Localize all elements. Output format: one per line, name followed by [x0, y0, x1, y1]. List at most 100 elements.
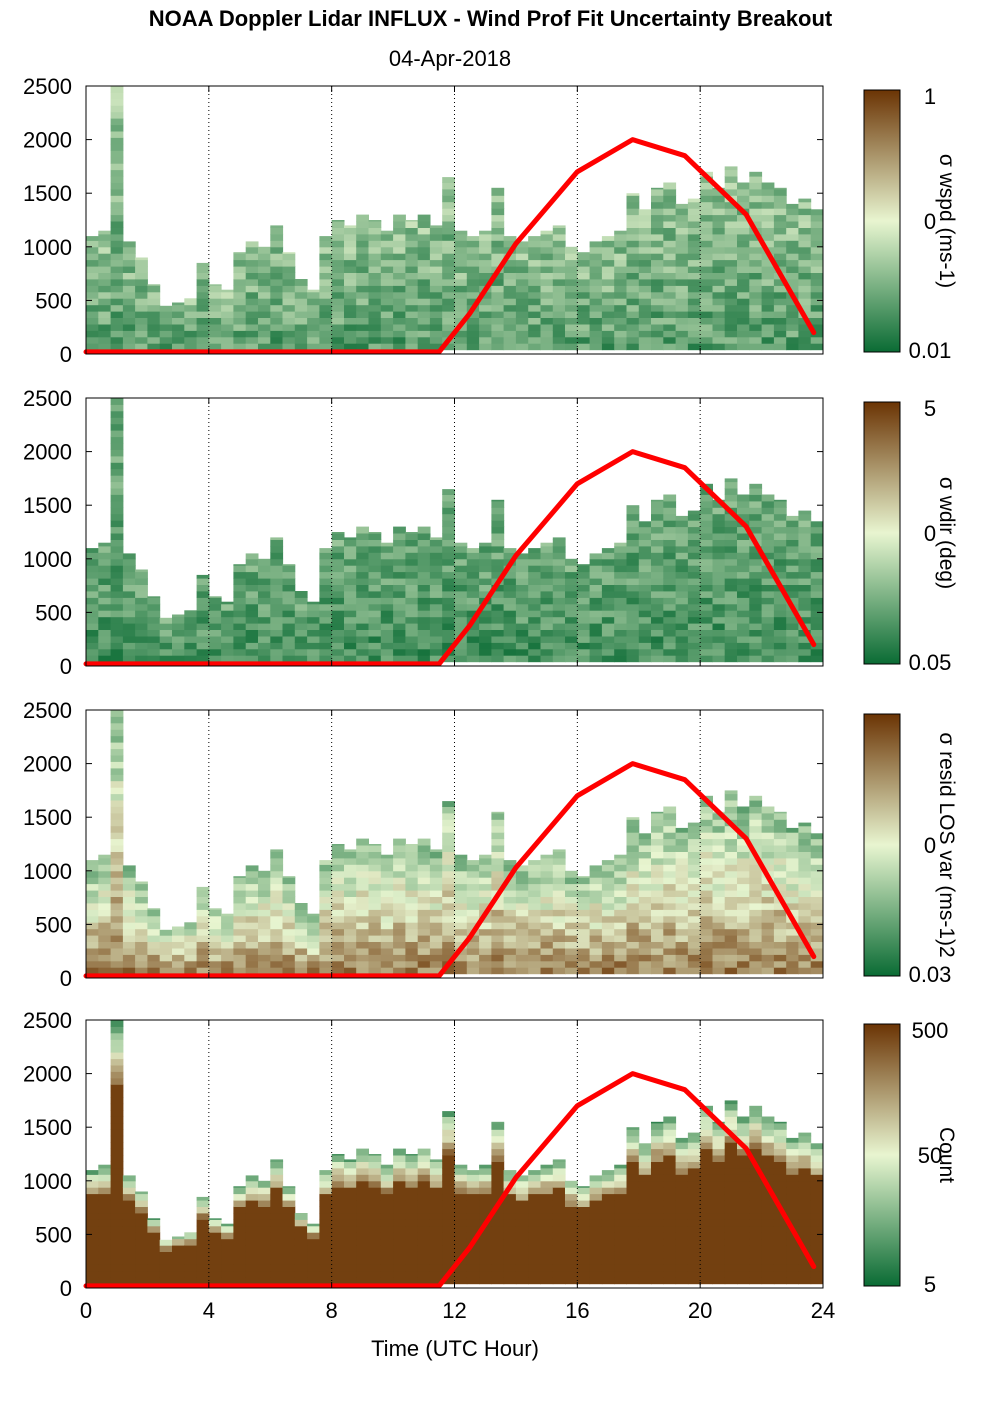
y-tick-label: 0: [60, 654, 72, 679]
heatmap-cell: [135, 257, 148, 261]
heatmap-cell: [442, 896, 455, 904]
heatmap-cell: [110, 1219, 124, 1227]
heatmap-cell: [749, 896, 763, 904]
heatmap-cell: [429, 1232, 443, 1240]
heatmap-cell: [565, 915, 578, 923]
heatmap-cell: [675, 253, 689, 261]
heatmap-cell: [552, 636, 566, 643]
heatmap-cell: [380, 1213, 394, 1220]
heatmap-cell: [712, 343, 726, 351]
heatmap-cell: [786, 636, 799, 643]
heatmap-cell: [233, 1200, 247, 1207]
heatmap-cell: [687, 890, 701, 897]
heatmap-cell: [687, 285, 701, 293]
heatmap-cell: [503, 948, 517, 955]
heatmap-cell: [626, 935, 640, 942]
heatmap-cell: [638, 864, 652, 872]
heatmap-cell: [528, 903, 541, 910]
heatmap-cell: [540, 903, 554, 910]
heatmap-cell: [86, 642, 99, 650]
heatmap-cell: [429, 311, 443, 318]
heatmap-cell: [282, 623, 296, 630]
heatmap-cell: [786, 648, 799, 656]
heatmap-cell: [233, 636, 247, 643]
heatmap-cell: [429, 558, 443, 566]
heatmap-cell: [356, 655, 369, 663]
heatmap-cell: [786, 558, 799, 566]
heatmap-cell: [380, 890, 394, 897]
heatmap-cell: [454, 246, 468, 254]
heatmap-cell: [540, 1251, 554, 1259]
heatmap-cell: [577, 1213, 591, 1220]
heatmap-cell: [270, 648, 284, 656]
heatmap-cell: [577, 1270, 591, 1278]
heatmap-cell: [454, 928, 468, 936]
heatmap-cell: [86, 629, 99, 637]
heatmap-cell: [479, 629, 492, 637]
heatmap-cell: [184, 629, 198, 637]
heatmap-cell: [319, 603, 333, 611]
heatmap-cell: [282, 564, 296, 566]
heatmap-cell: [773, 571, 787, 579]
heatmap-cell: [429, 883, 443, 891]
heatmap-cell: [368, 610, 382, 618]
heatmap-cell: [515, 578, 529, 585]
heatmap-cell: [429, 1277, 443, 1285]
heatmap-cell: [270, 304, 284, 312]
heatmap-cell: [442, 1213, 455, 1220]
heatmap-cell: [577, 336, 591, 344]
heatmap-cell: [208, 941, 222, 949]
heatmap-cell: [417, 1174, 431, 1182]
heatmap-cell: [380, 928, 394, 936]
heatmap-cell: [147, 284, 161, 286]
heatmap-cell: [356, 304, 369, 312]
heatmap-cell: [798, 272, 812, 280]
heatmap-cell: [577, 876, 591, 878]
heatmap-cell: [294, 967, 308, 975]
heatmap-cell: [749, 610, 763, 618]
heatmap-cell: [442, 883, 455, 891]
heatmap-cell: [442, 845, 455, 852]
heatmap-cell: [491, 928, 505, 936]
heatmap-cell: [700, 1187, 713, 1195]
heatmap-cell: [675, 1232, 689, 1240]
heatmap-cell: [528, 909, 541, 917]
y-tick-label: 2500: [23, 386, 72, 411]
heatmap-cell: [86, 903, 99, 910]
heatmap-cell: [565, 1277, 578, 1285]
heatmap-cell: [331, 857, 345, 865]
heatmap-cell: [344, 240, 357, 248]
heatmap-cell: [368, 233, 382, 241]
heatmap-cell: [651, 877, 664, 885]
heatmap-cell: [319, 304, 333, 312]
heatmap-cell: [331, 298, 345, 306]
heatmap-cell: [663, 648, 677, 656]
heatmap-cell: [724, 941, 738, 949]
heatmap-cell: [368, 565, 382, 573]
heatmap-cell: [393, 1155, 406, 1162]
heatmap-cell: [221, 603, 234, 611]
heatmap-cell: [737, 533, 750, 540]
heatmap-cell: [245, 1193, 259, 1201]
heatmap-cell: [454, 1238, 468, 1246]
heatmap-cell: [761, 819, 775, 827]
heatmap-cell: [331, 1154, 345, 1156]
heatmap-cell: [110, 1180, 124, 1188]
heatmap-cell: [638, 526, 652, 534]
heatmap-cell: [307, 1238, 320, 1246]
heatmap-cell: [515, 1175, 529, 1182]
heatmap-cell: [319, 1238, 333, 1246]
heatmap-cell: [331, 1187, 345, 1195]
heatmap-cell: [110, 311, 124, 318]
heatmap-cell: [528, 860, 541, 865]
heatmap-cell: [798, 1135, 812, 1143]
heatmap-cell: [294, 629, 308, 637]
heatmap-cell: [601, 1213, 615, 1220]
heatmap-cell: [86, 1270, 99, 1278]
heatmap-cell: [638, 233, 652, 241]
heatmap-cell: [724, 928, 738, 936]
heatmap-cell: [552, 616, 566, 624]
heatmap-cell: [319, 616, 333, 624]
heatmap-cell: [798, 928, 812, 936]
heatmap-cell: [810, 214, 824, 222]
